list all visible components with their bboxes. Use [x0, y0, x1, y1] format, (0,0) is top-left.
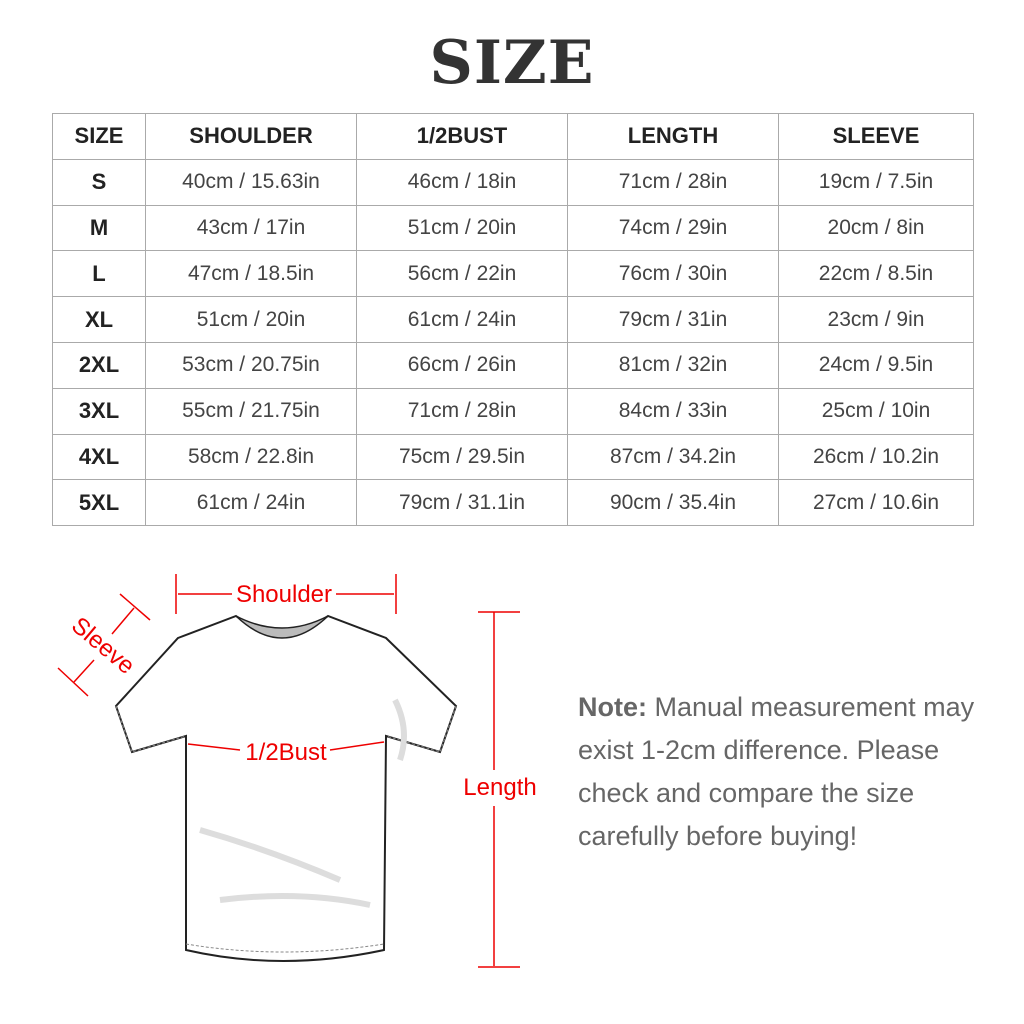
measurement-cell: 79cm / 31.1in — [356, 479, 568, 527]
measurement-cell: 26cm / 10.2in — [778, 433, 974, 481]
measurement-cell: 56cm / 22in — [356, 250, 568, 298]
measurement-cell: 55cm / 21.75in — [145, 387, 357, 435]
table-row: 3XL 55cm / 21.75in 71cm / 28in 84cm / 33in 2… — [52, 387, 974, 435]
measurement-cell: 27cm / 10.6in — [778, 479, 974, 527]
header-size: SIZE — [52, 113, 146, 160]
measurement-cell: 79cm / 31in — [567, 296, 779, 343]
measurement-cell: 90cm / 35.4in — [567, 479, 779, 527]
tshirt-diagram: Shoulder 1/2Bust Length Sleeve — [57, 574, 537, 968]
sleeve-label: Sleeve — [66, 612, 140, 680]
measurement-cell: 76cm / 30in — [567, 250, 779, 298]
table-row: 2XL 53cm / 20.75in 66cm / 26in 81cm / 32in 2… — [52, 341, 974, 389]
table-row: M 43cm / 17in 51cm / 20in 74cm / 29in 20cm /… — [52, 204, 974, 252]
header-length: LENGTH — [567, 113, 779, 160]
bust-label: 1/2Bust — [245, 739, 327, 766]
length-label: Length — [463, 774, 536, 801]
page-title: SIZE — [429, 28, 595, 98]
measurement-cell: 47cm / 18.5in — [145, 250, 357, 298]
size-cell: 5XL — [52, 479, 146, 527]
measurement-cell: 25cm / 10in — [778, 387, 974, 435]
measurement-cell: 19cm / 7.5in — [778, 158, 974, 206]
header-shoulder: SHOULDER — [145, 113, 357, 160]
table-row: XL 51cm / 20in 61cm / 24in 79cm / 31in 23cm … — [52, 296, 974, 343]
shoulder-label: Shoulder — [236, 581, 332, 608]
measurement-cell: 87cm / 34.2in — [567, 433, 779, 481]
note-label: Note: — [578, 692, 647, 722]
size-table: SIZE SHOULDER 1/2BUST LENGTH SLEEVE S 40c… — [52, 113, 974, 527]
size-cell: M — [52, 204, 146, 252]
table-row: S 40cm / 15.63in 46cm / 18in 71cm / 28in 19c… — [52, 158, 974, 206]
measurement-cell: 61cm / 24in — [356, 296, 568, 343]
measurement-cell: 46cm / 18in — [356, 158, 568, 206]
measurement-cell: 40cm / 15.63in — [145, 158, 357, 206]
measurement-cell: 74cm / 29in — [567, 204, 779, 252]
measurement-cell: 22cm / 8.5in — [778, 250, 974, 298]
table-header-row: SIZE SHOULDER 1/2BUST LENGTH SLEEVE — [52, 113, 974, 160]
measurement-cell: 58cm / 22.8in — [145, 433, 357, 481]
size-cell: L — [52, 250, 146, 298]
measure-lines — [57, 574, 520, 968]
measurement-cell: 75cm / 29.5in — [356, 433, 568, 481]
size-cell: S — [52, 158, 146, 206]
measurement-cell: 51cm / 20in — [356, 204, 568, 252]
table-row: 5XL 61cm / 24in 79cm / 31.1in 90cm / 35.4in… — [52, 479, 974, 527]
size-cell: XL — [52, 296, 146, 343]
note-body: Manual measurement may exist 1-2cm diffe… — [578, 692, 975, 851]
table-row: 4XL 58cm / 22.8in 75cm / 29.5in 87cm / 34.2… — [52, 433, 974, 481]
measurement-cell: 51cm / 20in — [145, 296, 357, 343]
measurement-cell: 81cm / 32in — [567, 341, 779, 389]
size-cell: 2XL — [52, 341, 146, 389]
note-text: Note: Manual measurement may exist 1-2cm… — [578, 686, 998, 858]
size-cell: 4XL — [52, 433, 146, 481]
measurement-cell: 84cm / 33in — [567, 387, 779, 435]
table-row: L 47cm / 18.5in 56cm / 22in 76cm / 30in 22cm… — [52, 250, 974, 298]
measurement-cell: 61cm / 24in — [145, 479, 357, 527]
size-cell: 3XL — [52, 387, 146, 435]
header-bust: 1/2BUST — [356, 113, 568, 160]
tshirt-icon — [114, 614, 458, 962]
measurement-cell: 66cm / 26in — [356, 341, 568, 389]
measurement-cell: 20cm / 8in — [778, 204, 974, 252]
measurement-cell: 43cm / 17in — [145, 204, 357, 252]
measurement-cell: 23cm / 9in — [778, 296, 974, 343]
header-sleeve: SLEEVE — [778, 113, 974, 160]
measurement-cell: 24cm / 9.5in — [778, 341, 974, 389]
measurement-cell: 71cm / 28in — [356, 387, 568, 435]
measurement-cell: 53cm / 20.75in — [145, 341, 357, 389]
measurement-cell: 71cm / 28in — [567, 158, 779, 206]
